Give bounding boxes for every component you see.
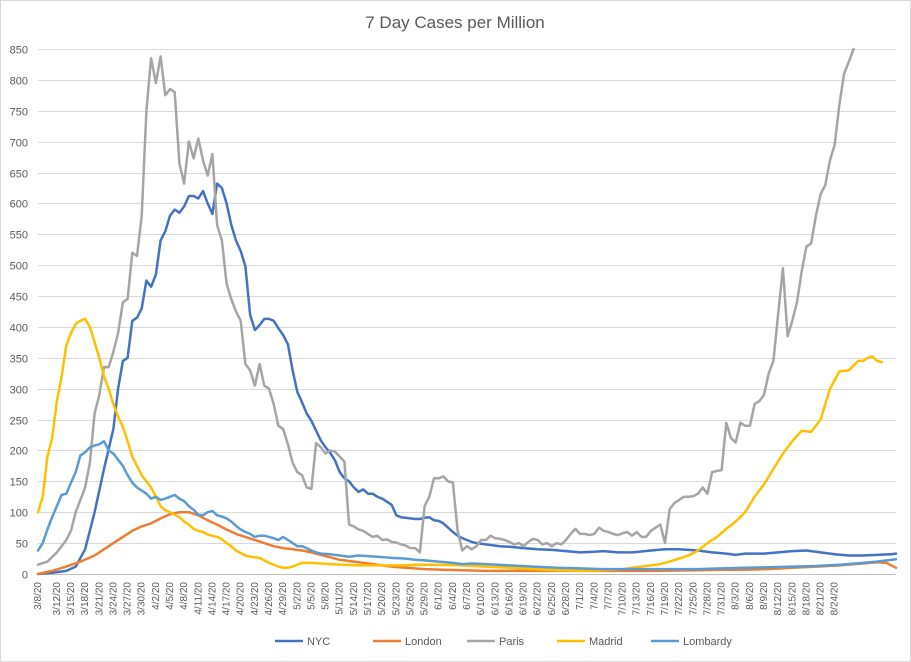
- x-tick-label: 8/21/20: [816, 582, 827, 616]
- x-tick-label: 5/26/20: [405, 582, 416, 616]
- x-tick-label: 7/31/20: [717, 582, 728, 616]
- x-tick-label: 4/29/20: [278, 582, 289, 616]
- x-tick-label: 5/20/20: [377, 582, 388, 616]
- x-tick-label: 3/27/20: [123, 582, 134, 616]
- x-tick-label: 4/8/20: [179, 582, 190, 610]
- x-tick-label: 7/22/20: [674, 582, 685, 616]
- x-tick-label: 4/14/20: [207, 582, 218, 616]
- x-tick-label: 8/15/20: [787, 582, 798, 616]
- legend-label-lombardy: Lombardy: [683, 636, 732, 648]
- x-tick-label: 5/29/20: [420, 582, 431, 616]
- x-tick-label: 6/22/20: [533, 582, 544, 616]
- series-line-madrid: [36, 317, 884, 573]
- x-tick-label: 3/21/20: [94, 582, 105, 616]
- y-tick-label: 250: [10, 416, 28, 428]
- x-tick-label: 3/15/20: [66, 582, 77, 616]
- x-tick-label: 6/16/20: [504, 582, 515, 616]
- x-tick-label: 8/18/20: [801, 582, 812, 616]
- x-tick-label: 6/10/20: [476, 582, 487, 616]
- legend-label-madrid: Madrid: [589, 636, 623, 648]
- y-tick-label: 450: [10, 292, 28, 304]
- y-tick-label: 300: [10, 385, 28, 397]
- y-tick-label: 800: [10, 76, 28, 88]
- x-tick-label: 3/18/20: [80, 582, 91, 616]
- x-tick-label: 8/9/20: [759, 582, 770, 610]
- x-tick-label: 4/5/20: [165, 582, 176, 610]
- x-tick-label: 5/5/20: [306, 582, 317, 610]
- y-tick-label: 50: [16, 539, 28, 551]
- x-tick-label: 7/16/20: [646, 582, 657, 616]
- y-tick-label: 850: [10, 45, 28, 57]
- x-tick-label: 8/24/20: [830, 582, 841, 616]
- x-tick-label: 7/1/20: [575, 582, 586, 610]
- x-tick-label: 5/17/20: [363, 582, 374, 616]
- x-tick-label: 4/17/20: [222, 582, 233, 616]
- x-tick-label: 8/12/20: [773, 582, 784, 616]
- y-tick-label: 600: [10, 199, 28, 211]
- x-tick-label: 7/28/20: [702, 582, 713, 616]
- x-tick-label: 6/13/20: [490, 582, 501, 616]
- x-tick-label: 6/4/20: [448, 582, 459, 610]
- x-tick-label: 8/6/20: [745, 582, 756, 610]
- y-axis-ticks: 0 50 100 150 200 250 300 350 400 450 500 550 600 650 7…: [10, 45, 28, 582]
- x-tick-label: 5/2/20: [292, 582, 303, 610]
- x-tick-label: 4/20/20: [236, 582, 247, 616]
- y-tick-label: 100: [10, 508, 28, 520]
- x-tick-label: 5/11/20: [335, 582, 346, 615]
- x-tick-label: 3/8/20: [33, 582, 44, 610]
- x-tick-label: 5/14/20: [349, 582, 360, 616]
- x-tick-label: 6/25/20: [547, 582, 558, 616]
- legend-label-paris: Paris: [499, 636, 525, 648]
- y-tick-label: 400: [10, 323, 28, 335]
- y-tick-label: 150: [10, 477, 28, 489]
- x-tick-label: 5/23/20: [391, 582, 402, 616]
- x-tick-label: 6/1/20: [434, 582, 445, 610]
- x-tick-label: 5/8/20: [321, 582, 332, 610]
- x-tick-label: 4/2/20: [151, 582, 162, 610]
- x-tick-label: 7/4/20: [589, 582, 600, 610]
- y-tick-label: 550: [10, 230, 28, 242]
- y-tick-label: 700: [10, 138, 28, 150]
- y-tick-label: 350: [10, 354, 28, 366]
- series-line-nyc: [36, 182, 898, 576]
- y-tick-label: 500: [10, 261, 28, 273]
- x-tick-label: 7/13/20: [632, 582, 643, 616]
- legend: NYC London Paris Madrid Lombardy: [275, 636, 732, 648]
- x-tick-label: 6/28/20: [561, 582, 572, 616]
- x-axis-ticks: 3/8/20 3/12/20 3/15/20 3/18/20 3/21/20 3/24/2…: [33, 582, 841, 616]
- x-tick-label: 4/11/20: [193, 582, 204, 615]
- x-tick-label: 8/3/20: [731, 582, 742, 610]
- x-tick-label: 7/10/20: [618, 582, 629, 616]
- x-tick-label: 7/25/20: [688, 582, 699, 616]
- x-tick-label: 3/30/20: [137, 582, 148, 616]
- x-tick-label: 3/24/20: [108, 582, 119, 616]
- x-tick-label: 4/26/20: [264, 582, 275, 616]
- y-tick-label: 650: [10, 169, 28, 181]
- chart-title: 7 Day Cases per Million: [365, 13, 545, 32]
- x-tick-label: 4/23/20: [250, 582, 261, 616]
- legend-label-nyc: NYC: [307, 636, 330, 648]
- legend-label-london: London: [405, 636, 442, 648]
- x-tick-label: 3/12/20: [52, 582, 63, 616]
- x-tick-label: 6/19/20: [519, 582, 530, 616]
- y-tick-label: 200: [10, 446, 28, 458]
- x-tick-label: 6/7/20: [462, 582, 473, 610]
- x-tick-label: 7/19/20: [660, 582, 671, 616]
- series-line-lombardy: [36, 439, 898, 571]
- series-lines: [36, 47, 898, 576]
- y-tick-label: 750: [10, 107, 28, 119]
- series-line-paris: [36, 47, 855, 566]
- y-tick-label: 0: [22, 570, 28, 582]
- x-tick-label: 7/7/20: [603, 582, 614, 610]
